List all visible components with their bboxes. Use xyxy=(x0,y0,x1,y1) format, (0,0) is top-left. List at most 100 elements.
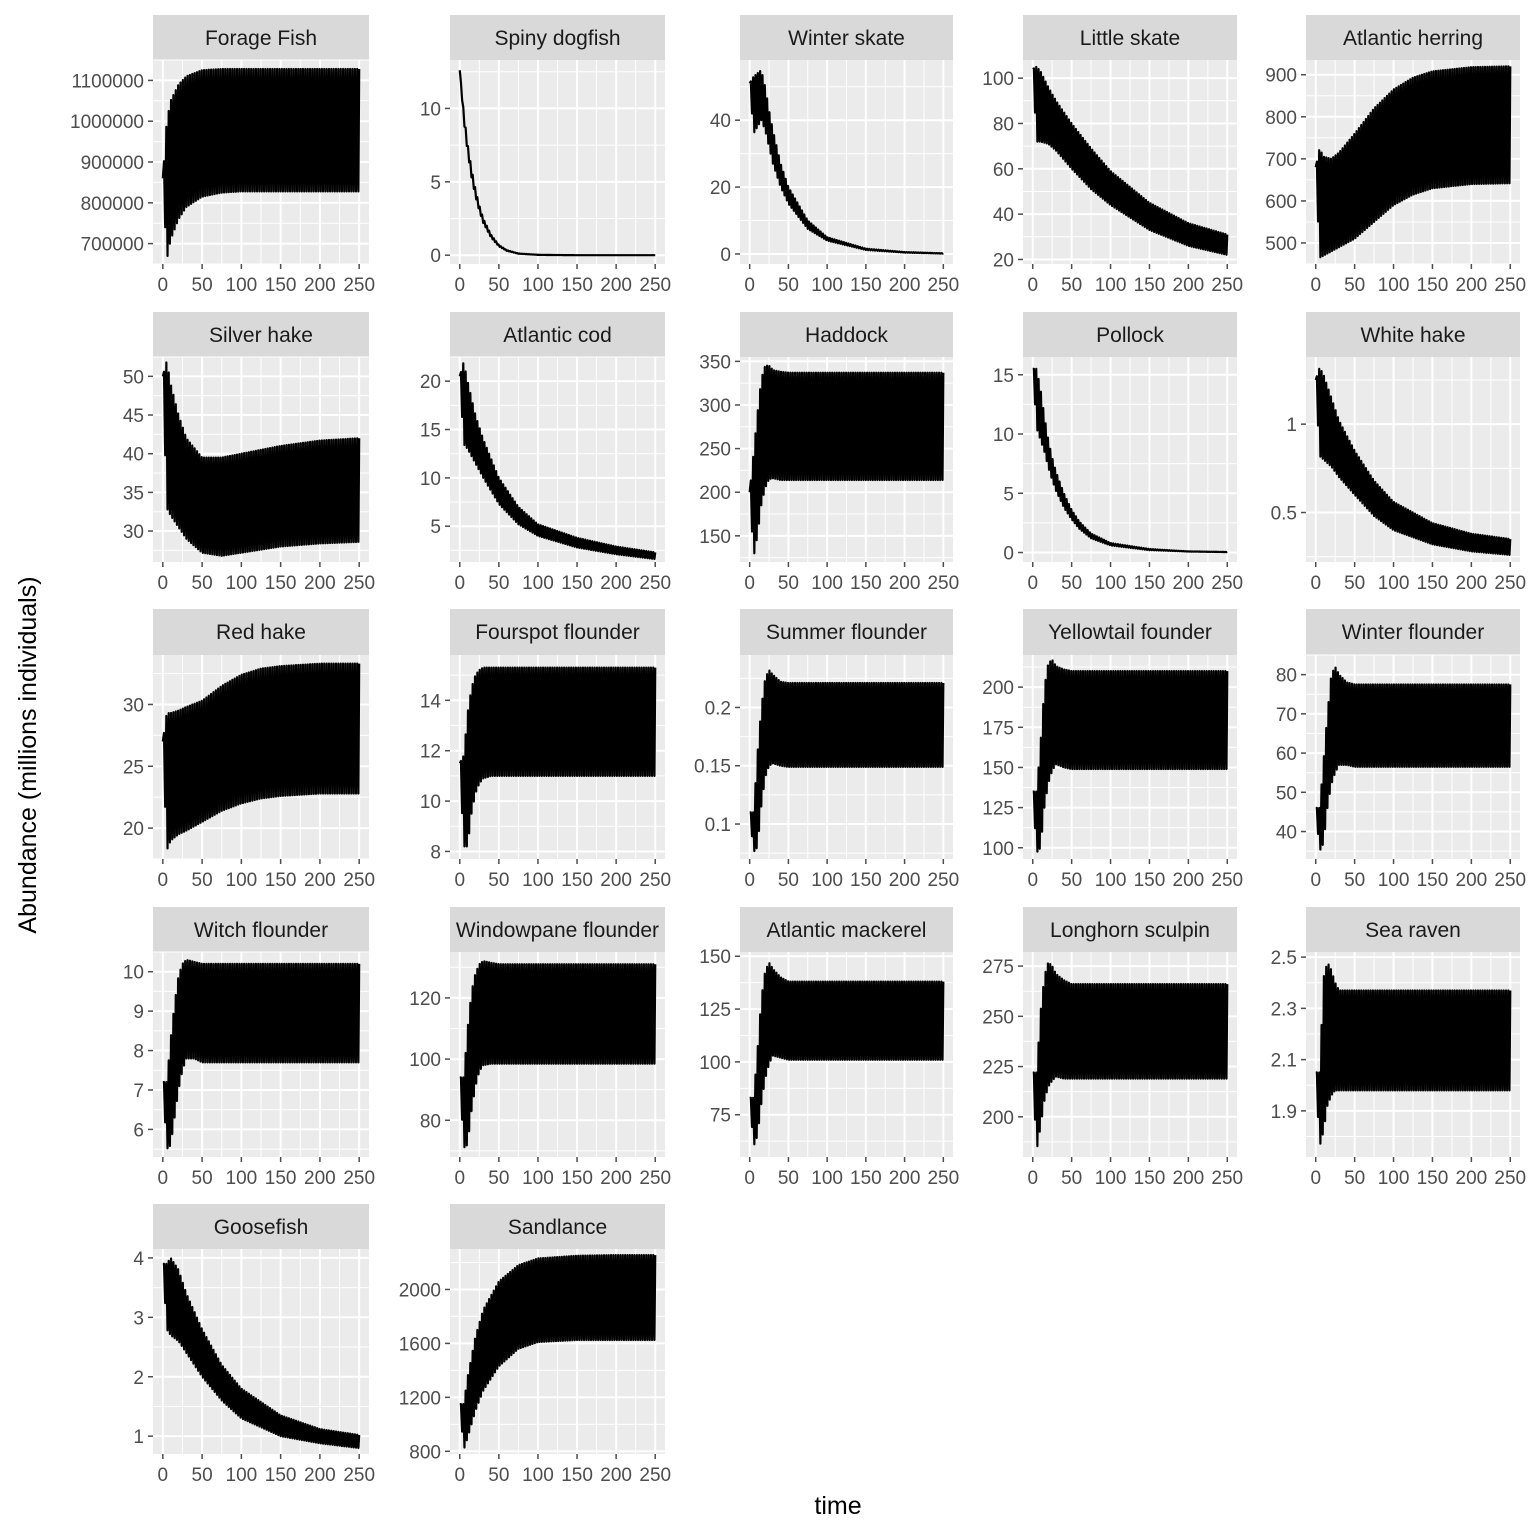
x-tick-label: 50 xyxy=(488,870,509,891)
series-line xyxy=(748,69,944,255)
x-tick-label: 250 xyxy=(927,870,959,891)
facet-strip xyxy=(1306,609,1520,655)
y-tick-label: 700000 xyxy=(81,235,144,256)
y-tick-label: 8 xyxy=(430,842,441,863)
x-tick-label: 200 xyxy=(304,870,336,891)
series-line xyxy=(749,962,945,1146)
facet-strip-title: Longhorn sculpin xyxy=(1050,919,1210,942)
x-tick-label: 200 xyxy=(304,573,336,594)
x-tick-label: 200 xyxy=(889,275,921,296)
x-tick-label: 250 xyxy=(1211,870,1243,891)
facet-strip-title: Witch flounder xyxy=(194,919,328,942)
x-tick-label: 0 xyxy=(158,275,169,296)
x-tick-label: 250 xyxy=(639,1168,671,1189)
x-tick-label: 150 xyxy=(561,1465,593,1486)
x-tick-label: 100 xyxy=(811,870,843,891)
x-tick-label: 50 xyxy=(192,1168,213,1189)
x-tick-label: 100 xyxy=(522,573,554,594)
x-tick-label: 0 xyxy=(744,573,755,594)
y-tick-label: 5 xyxy=(1003,484,1014,505)
x-tick-label: 50 xyxy=(1061,1168,1082,1189)
x-tick-label: 250 xyxy=(639,573,671,594)
x-tick-label: 100 xyxy=(226,573,258,594)
facet-strip xyxy=(740,907,953,952)
series-line xyxy=(1032,367,1228,554)
facet-panel-little-skate: Little skate 20 40 60 80 100 0 50 100 150 200 250 xyxy=(982,15,1243,296)
series-line xyxy=(1032,65,1229,256)
y-tick-label: 150 xyxy=(699,947,731,968)
facet-strip xyxy=(1023,15,1237,60)
facet-strip xyxy=(153,609,369,655)
x-tick-label: 250 xyxy=(343,870,375,891)
y-tick-label: 80 xyxy=(993,114,1014,135)
x-tick-label: 200 xyxy=(600,275,632,296)
y-tick-label: 150 xyxy=(982,758,1014,779)
series-line xyxy=(1032,659,1229,853)
x-tick-label: 100 xyxy=(522,275,554,296)
facet-strip xyxy=(450,609,665,655)
x-tick-label: 50 xyxy=(1061,573,1082,594)
y-tick-label: 100 xyxy=(982,839,1014,860)
x-tick-label: 0 xyxy=(1027,1168,1038,1189)
x-tick-label: 100 xyxy=(226,1168,258,1189)
x-tick-label: 0 xyxy=(158,573,169,594)
x-tick-label: 200 xyxy=(600,573,632,594)
x-tick-label: 0 xyxy=(744,870,755,891)
x-tick-label: 50 xyxy=(192,275,213,296)
y-tick-label: 15 xyxy=(993,366,1014,387)
x-tick-label: 50 xyxy=(1344,275,1365,296)
y-tick-label: 10 xyxy=(420,792,441,813)
x-tick-label: 200 xyxy=(600,1168,632,1189)
y-tick-label: 40 xyxy=(1276,823,1297,844)
x-tick-label: 0 xyxy=(1027,275,1038,296)
facet-strip xyxy=(740,609,953,655)
y-tick-label: 50 xyxy=(123,367,144,388)
x-tick-label: 0 xyxy=(1310,1168,1321,1189)
x-tick-label: 150 xyxy=(850,870,882,891)
x-tick-label: 150 xyxy=(1417,870,1449,891)
series-line xyxy=(1315,666,1512,851)
x-tick-label: 0 xyxy=(1027,573,1038,594)
facet-panel-atlantic-mackerel: Atlantic mackerel 75 100 125 150 0 50 100 150 200… xyxy=(699,907,959,1189)
facet-strip xyxy=(153,907,369,952)
y-tick-label: 20 xyxy=(420,372,441,393)
facet-panel-goosefish: Goosefish 1 2 3 4 0 50 100 150 200 250 xyxy=(133,1204,375,1486)
facet-panel-forage-fish: Forage Fish 700000 800000 900000 1000000 1100… xyxy=(70,15,375,296)
x-tick-label: 250 xyxy=(639,870,671,891)
x-tick-label: 50 xyxy=(192,870,213,891)
facet-strip-title: Red hake xyxy=(216,621,306,644)
x-tick-label: 50 xyxy=(488,573,509,594)
y-tick-label: 40 xyxy=(710,111,731,132)
facet-strip-title: Sea raven xyxy=(1365,919,1461,942)
facet-strip xyxy=(153,15,369,60)
x-tick-label: 150 xyxy=(265,573,297,594)
facet-panel-summer-flounder: Summer flounder 0.1 0.15 0.2 0 50 100 150 200 250 xyxy=(694,609,959,891)
y-tick-label: 80 xyxy=(420,1111,441,1132)
x-tick-label: 250 xyxy=(343,275,375,296)
x-tick-label: 150 xyxy=(561,573,593,594)
facet-strip-title: Little skate xyxy=(1080,27,1180,50)
y-tick-label: 25 xyxy=(123,757,144,778)
x-tick-label: 200 xyxy=(1173,870,1205,891)
x-tick-label: 50 xyxy=(1061,275,1082,296)
y-tick-label: 9 xyxy=(133,1002,144,1023)
y-tick-label: 2.3 xyxy=(1271,999,1297,1020)
y-tick-label: 40 xyxy=(123,445,144,466)
x-tick-label: 50 xyxy=(1344,573,1365,594)
series-line xyxy=(162,959,361,1150)
x-tick-label: 200 xyxy=(304,275,336,296)
y-tick-label: 10 xyxy=(420,469,441,490)
x-tick-label: 150 xyxy=(1417,1168,1449,1189)
x-tick-label: 100 xyxy=(1095,870,1127,891)
facet-strip xyxy=(450,907,665,952)
facet-strip xyxy=(450,15,665,60)
x-tick-label: 150 xyxy=(850,1168,882,1189)
x-tick-label: 50 xyxy=(778,573,799,594)
y-tick-label: 350 xyxy=(699,352,731,373)
y-tick-label: 0.5 xyxy=(1271,504,1297,525)
y-tick-label: 250 xyxy=(982,1007,1014,1028)
x-tick-label: 50 xyxy=(488,1168,509,1189)
x-tick-label: 150 xyxy=(265,1168,297,1189)
